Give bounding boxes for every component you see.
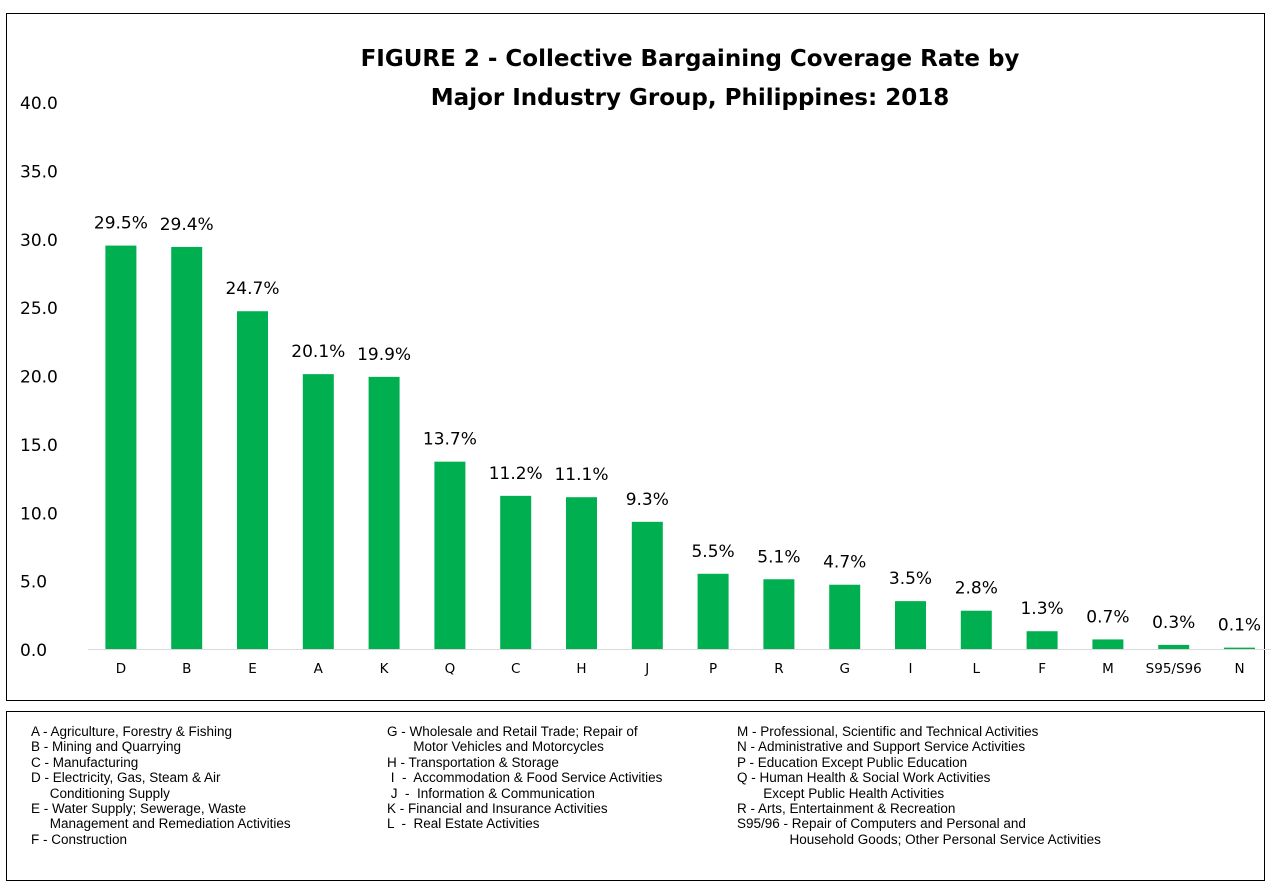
legend-item: E - Water Supply; Sewerage, Waste: [31, 801, 247, 817]
y-axis: 0.0 5.0 10.0 15.0 20.0 25.0 30.0 35.0 40.0: [20, 94, 58, 661]
legend-item: H - Transportation & Storage: [387, 754, 559, 770]
y-tick-label: 35.0: [20, 162, 58, 182]
bar-value-label: 13.7%: [423, 430, 477, 450]
bar: [697, 573, 729, 649]
bar: [1092, 639, 1124, 649]
x-tick-label: K: [380, 661, 390, 677]
legend-item: D - Electricity, Gas, Steam & Air: [31, 770, 221, 786]
legend-item: Motor Vehicles and Motorcycles: [387, 739, 604, 755]
legend-item: Management and Remediation Activities: [31, 816, 291, 832]
bar-value-label: 5.5%: [691, 542, 734, 562]
bar: [368, 376, 400, 649]
x-tick-label: D: [116, 661, 126, 677]
bar-chart: 0.0 5.0 10.0 15.0 20.0 25.0 30.0 35.0 40.0 29.5%…: [20, 94, 1271, 677]
bar-value-label: 19.9%: [357, 345, 411, 365]
bar-value-label: 1.3%: [1020, 599, 1063, 619]
bar: [500, 495, 532, 649]
bar: [1158, 644, 1190, 649]
bar: [631, 521, 663, 649]
chart-title-line1: FIGURE 2 - Collective Bargaining Coverag…: [360, 46, 1020, 72]
bar-value-label: 20.1%: [291, 342, 345, 362]
bar: [302, 374, 334, 649]
x-tick-label: J: [644, 661, 649, 677]
bar-value-label: 0.3%: [1152, 613, 1195, 633]
bars: [105, 245, 1255, 649]
x-tick-label: C: [511, 661, 520, 677]
legend-item: K - Financial and Insurance Activities: [387, 801, 608, 817]
y-tick-label: 25.0: [20, 299, 58, 319]
legend-item: B - Mining and Quarrying: [31, 739, 182, 755]
bar-value-label: 11.1%: [554, 465, 608, 485]
bar: [237, 311, 268, 649]
legend-item: P - Education Except Public Education: [737, 754, 968, 770]
bar-value-label: 29.5%: [94, 214, 148, 234]
bar-value-label: 29.4%: [160, 215, 214, 235]
x-tick-label: E: [248, 661, 257, 677]
legend-item: Household Goods; Other Personal Service …: [737, 831, 1101, 847]
x-tick-label: M: [1102, 661, 1114, 677]
bar-value-label: 0.7%: [1086, 607, 1129, 627]
legend-item: S95/96 - Repair of Computers and Persona…: [737, 816, 1026, 832]
bar-value-label: 0.1%: [1218, 616, 1261, 636]
x-tick-label: F: [1038, 661, 1046, 677]
x-tick-label: H: [576, 661, 586, 677]
y-tick-label: 15.0: [20, 436, 58, 456]
x-tick-label: I: [909, 661, 913, 677]
x-tick-label: S95/S96: [1146, 661, 1202, 677]
bar-value-label: 24.7%: [225, 279, 279, 299]
legend-column-2: G - Wholesale and Retail Trade; Repair o…: [387, 724, 662, 832]
y-tick-label: 40.0: [20, 94, 58, 114]
legend-item: Except Public Health Activities: [737, 785, 945, 801]
legend-item: G - Wholesale and Retail Trade; Repair o…: [387, 724, 638, 739]
bar-value-label: 11.2%: [489, 464, 543, 484]
x-tick-label: G: [839, 661, 849, 677]
bar-value-label: 5.1%: [757, 547, 800, 567]
bar: [105, 245, 137, 649]
x-axis-labels: D B E A K Q C H J P R G I L F M S95/S96 N: [116, 661, 1245, 677]
legend-item: Conditioning Supply: [31, 785, 170, 801]
y-tick-label: 0.0: [20, 641, 47, 661]
x-tick-label: Q: [445, 661, 456, 677]
x-tick-label: L: [973, 661, 981, 677]
legend-item: R - Arts, Entertainment & Recreation: [737, 801, 956, 817]
chart-frame: [6, 13, 1265, 701]
legend-item: L - Real Estate Activities: [387, 816, 540, 832]
y-tick-label: 20.0: [20, 368, 58, 388]
bar: [829, 584, 861, 649]
bar: [1026, 631, 1058, 649]
y-tick-label: 5.0: [20, 573, 47, 593]
x-tick-label: A: [314, 661, 324, 677]
legend-item: C - Manufacturing: [31, 754, 139, 770]
bar: [171, 246, 203, 649]
bar-value-label: 3.5%: [889, 569, 932, 589]
bar-value-label: 9.3%: [626, 490, 669, 510]
x-tick-label: B: [182, 661, 191, 677]
bar-value-label: 4.7%: [823, 553, 866, 573]
bar: [434, 461, 466, 649]
legend-item: N - Administrative and Support Service A…: [737, 739, 1026, 755]
legend-item: J - Information & Communication: [387, 785, 595, 801]
chart-title-line2: Major Industry Group, Philippines: 2018: [430, 85, 950, 111]
y-tick-label: 10.0: [20, 504, 58, 524]
legend-item: M - Professional, Scientific and Technic…: [737, 724, 1039, 739]
bar: [566, 497, 597, 649]
legend-item: Q - Human Health & Social Work Activitie…: [737, 770, 991, 786]
bar: [895, 601, 926, 649]
value-labels: 29.5% 29.4% 24.7% 20.1% 19.9% 13.7% 11.2% 11.1%…: [94, 214, 1261, 636]
x-tick-label: R: [774, 661, 783, 677]
legend-item: A - Agriculture, Forestry & Fishing: [31, 724, 233, 739]
bar: [960, 610, 992, 649]
x-tick-label: P: [709, 661, 717, 677]
legend-column-1: A - Agriculture, Forestry & Fishing B - …: [31, 724, 291, 847]
category-legend: A - Agriculture, Forestry & Fishing B - …: [6, 711, 1265, 881]
y-tick-label: 30.0: [20, 231, 58, 251]
legend-item: F - Construction: [31, 831, 128, 847]
bar-value-label: 2.8%: [955, 579, 998, 599]
bar: [763, 579, 795, 649]
x-tick-label: N: [1234, 661, 1244, 677]
legend-item: I - Accommodation & Food Service Activit…: [387, 770, 663, 786]
bar: [1224, 647, 1255, 649]
legend-column-3: M - Professional, Scientific and Technic…: [737, 724, 1101, 847]
